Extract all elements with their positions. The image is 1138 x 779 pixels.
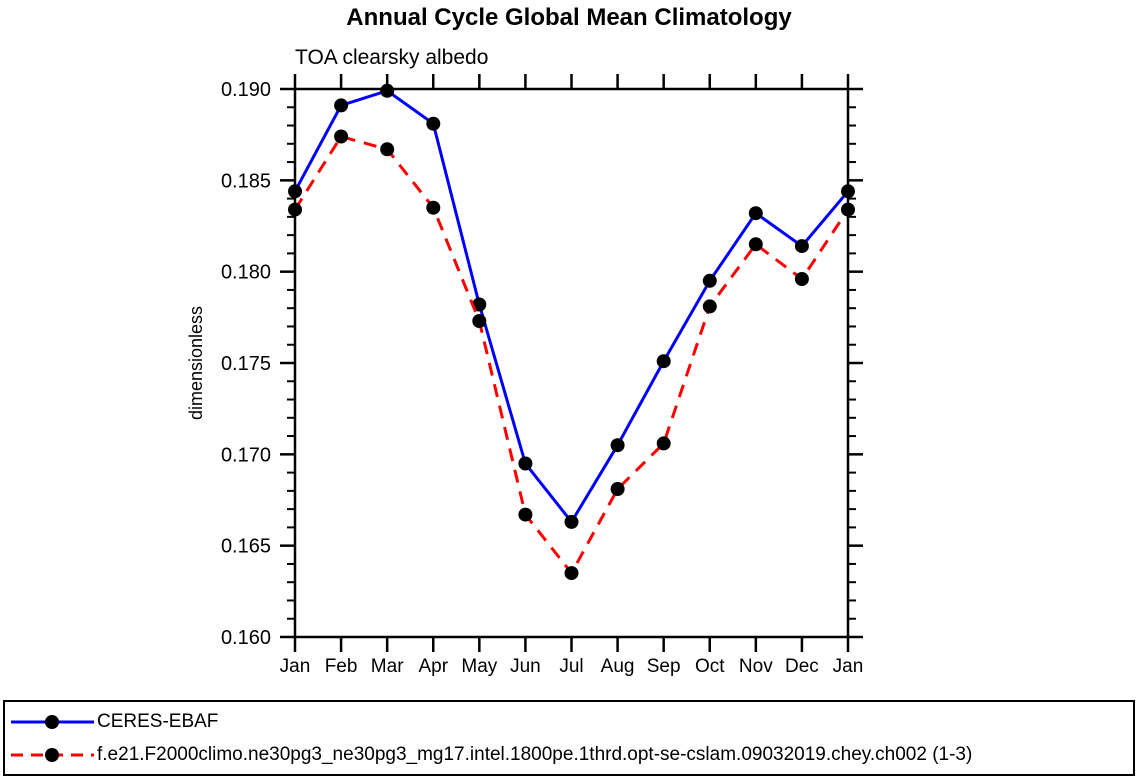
x-tick-label: May	[461, 656, 497, 677]
series-line-0	[293, 89, 850, 525]
data-point-marker	[841, 184, 855, 199]
data-point-marker	[702, 273, 717, 288]
data-point-marker	[472, 297, 487, 312]
y-tick-label: 0.170	[221, 444, 271, 466]
x-tick-label: Jan	[280, 656, 311, 677]
data-point-marker	[518, 456, 533, 471]
data-point-marker	[380, 83, 395, 98]
x-tick-label: Dec	[785, 656, 819, 677]
data-point-marker	[794, 239, 809, 254]
y-tick-label: 0.185	[221, 170, 271, 192]
legend-label-ceres: CERES-EBAF	[97, 710, 219, 732]
y-axis-title: dimensionless	[186, 306, 206, 420]
x-tick-label: Oct	[695, 656, 725, 677]
y-tick-label: 0.175	[221, 353, 271, 375]
legend-label-model: f.e21.F2000climo.ne30pg3_ne30pg3_mg17.in…	[97, 743, 973, 765]
data-point-marker	[656, 436, 671, 451]
data-point-marker	[748, 237, 763, 252]
x-tick-label: Jun	[510, 656, 541, 677]
data-point-marker	[564, 566, 579, 581]
y-tick-label: 0.160	[221, 627, 271, 649]
data-point-marker	[748, 206, 763, 221]
legend-box: CERES-EBAF f.e21.F2000climo.ne30pg3_ne30…	[3, 700, 1135, 776]
data-point-marker	[426, 200, 441, 215]
chart-title: Annual Cycle Global Mean Climatology	[346, 4, 792, 31]
data-point-marker	[702, 299, 717, 314]
data-point-marker	[610, 482, 625, 496]
y-tick-label: 0.165	[221, 536, 271, 558]
x-tick-label: Aug	[601, 656, 635, 677]
data-point-marker	[656, 354, 671, 369]
y-tick-label: 0.190	[221, 79, 271, 101]
x-tick-label: Feb	[325, 656, 358, 677]
chart-subtitle: TOA clearsky albedo	[295, 46, 489, 69]
x-tick-label: Jul	[559, 656, 583, 677]
legend-row-ceres: CERES-EBAF	[9, 705, 1129, 738]
data-point-marker	[610, 438, 625, 453]
data-point-marker	[288, 202, 302, 217]
x-tick-label: Jan	[833, 656, 864, 677]
data-point-marker	[334, 98, 349, 113]
series-line-1	[293, 134, 850, 576]
data-point-marker	[518, 507, 533, 522]
x-tick-label: Mar	[371, 656, 404, 677]
data-point-marker	[426, 116, 441, 131]
data-point-marker	[334, 129, 349, 144]
x-tick-label: Nov	[739, 656, 773, 677]
data-point-marker	[380, 142, 395, 157]
y-tick-label: 0.180	[221, 262, 271, 284]
line-chart-plot: Jan Feb Mar Apr May Jun Jul Aug Sep Oct Nov Dec Jan 0…	[186, 74, 864, 677]
legend-row-model: f.e21.F2000climo.ne30pg3_ne30pg3_mg17.in…	[9, 738, 1129, 771]
data-point-marker	[472, 314, 487, 328]
legend-marker-dot	[45, 747, 59, 762]
legend-sample-dashed-line	[11, 747, 94, 762]
legend-marker-dot	[45, 714, 59, 729]
x-tick-label: Sep	[647, 656, 681, 677]
x-tick-label: Apr	[418, 656, 448, 677]
legend-sample-solid-line	[11, 714, 94, 729]
data-point-marker	[841, 202, 855, 217]
data-point-marker	[794, 272, 809, 286]
plot-border	[293, 87, 850, 639]
data-point-marker	[564, 514, 579, 529]
data-point-marker	[288, 184, 302, 199]
